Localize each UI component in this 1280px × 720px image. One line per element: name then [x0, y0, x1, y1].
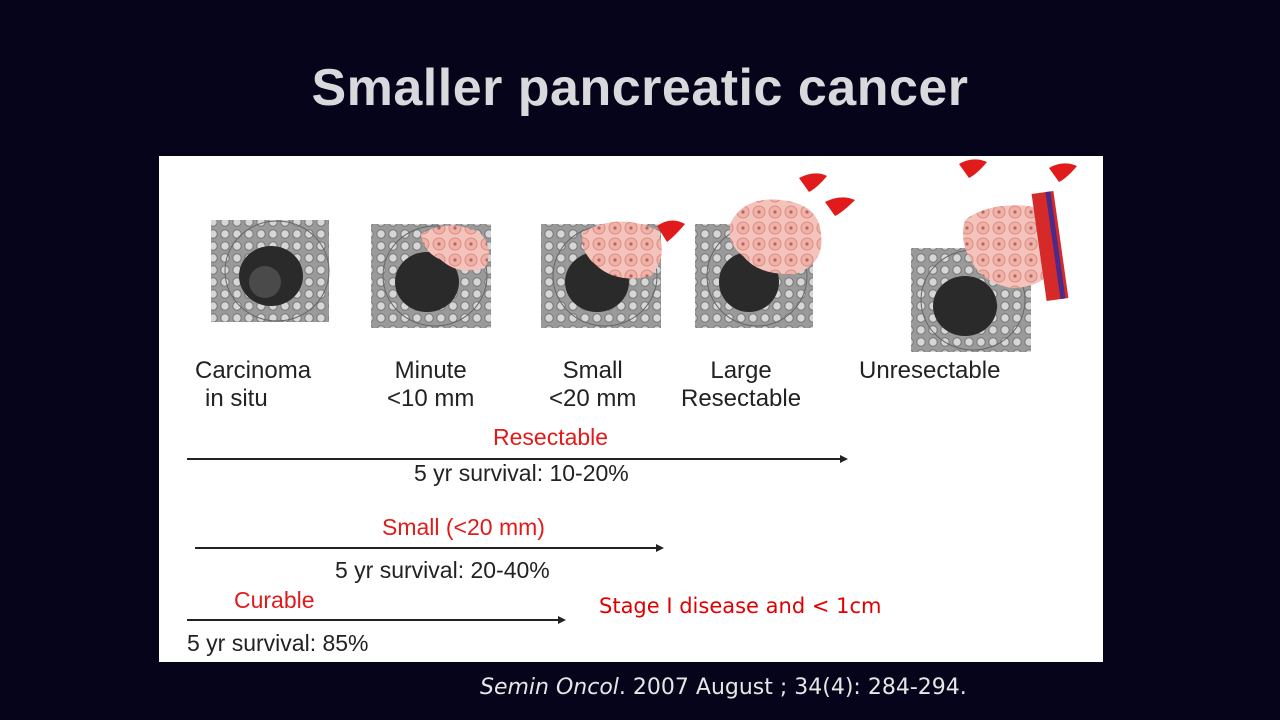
range-label-resectable: Resectable: [493, 424, 609, 450]
duct-minute: [371, 224, 491, 328]
stage-label-minute: Minute <10 mm: [387, 357, 475, 412]
duct-small: [541, 220, 685, 328]
stage-label-small: Small <20 mm: [549, 357, 637, 412]
stage-label-unresectable: Unresectable: [859, 357, 1001, 384]
citation: Semin Oncol. 2007 August ; 34(4): 284-29…: [480, 675, 967, 700]
survival-resectable: 5 yr survival: 10-20%: [414, 460, 629, 486]
survival-small: 5 yr survival: 20-40%: [335, 557, 550, 583]
range-arrow-curable: [187, 616, 566, 624]
stage-label-large: Large Resectable: [681, 357, 802, 412]
stage-label-carcinoma-in-situ: Carcinoma in situ: [195, 357, 312, 412]
diagram-panel: Carcinoma in situ Minute <10 mm Small <2…: [159, 156, 1103, 662]
range-arrow-small: [195, 544, 664, 552]
citation-details: . 2007 August ; 34(4): 284-294.: [618, 675, 967, 700]
stage-note: Stage I disease and < 1cm: [599, 594, 882, 618]
range-label-small: Small (<20 mm): [382, 514, 545, 540]
duct-carcinoma-in-situ: [211, 220, 330, 322]
citation-journal: Semin Oncol: [480, 675, 619, 700]
slide-title: Smaller pancreatic cancer: [311, 59, 969, 117]
duct-unresectable: [911, 159, 1077, 352]
range-label-curable: Curable: [234, 587, 315, 613]
duct-large: [695, 173, 855, 328]
duct-illustrations: [211, 159, 1077, 352]
survival-curable: 5 yr survival: 85%: [187, 630, 369, 656]
range-arrow-resectable: [187, 455, 848, 463]
